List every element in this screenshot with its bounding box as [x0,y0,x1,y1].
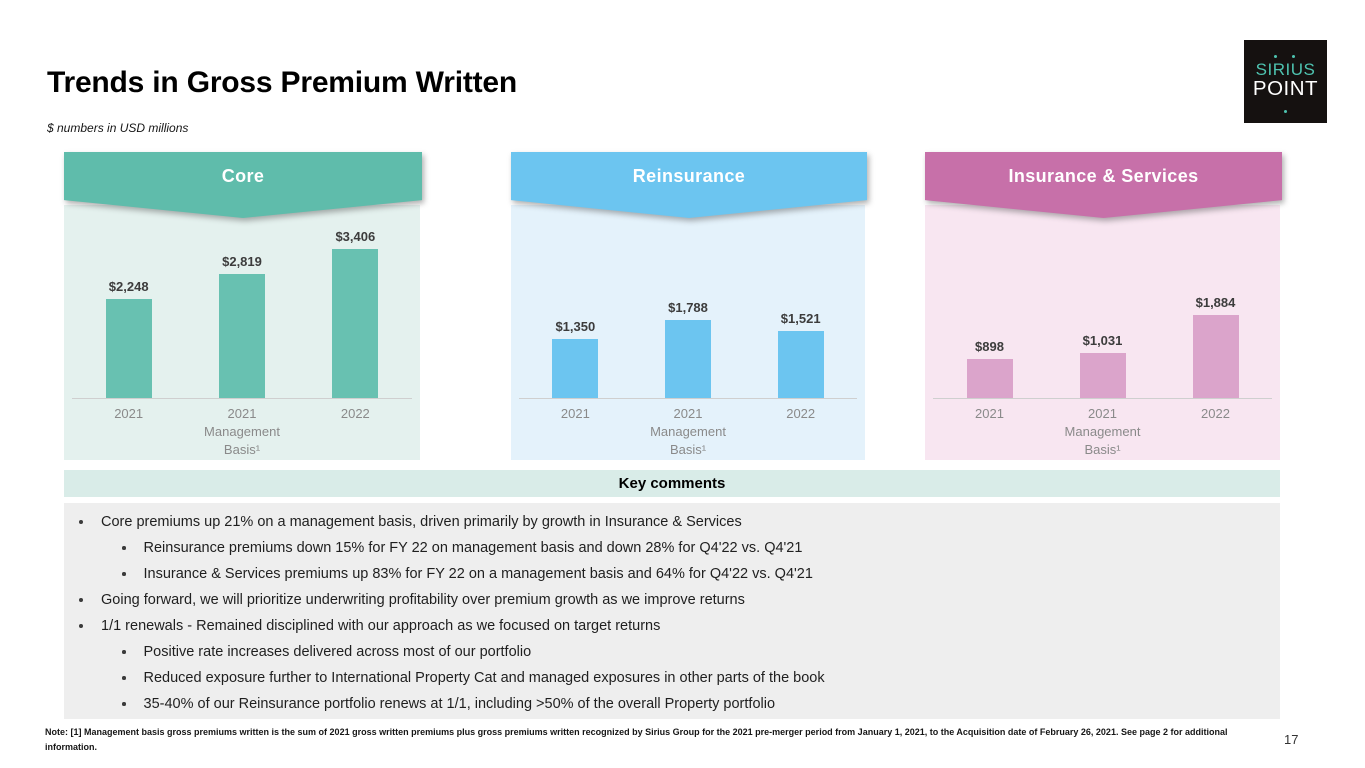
x-axis-tick-label: 2021 [114,406,144,421]
bar-value-label: $3,406 [335,229,376,244]
x-axis-tick-label: 2021 [560,406,590,421]
comment-text: 35-40% of our Reinsurance portfolio rene… [143,696,776,712]
x-axis-tick-label: 2021 Management Basis¹ [204,406,280,458]
bullet-icon [122,702,126,706]
logo-text-sirius: SIRIUS [1255,60,1316,79]
comment-bullet-row: Going forward, we will prioritize underw… [64,587,1280,613]
chart-bar-group: $3,406 [299,229,412,398]
bar [1192,315,1239,398]
comment-text: Positive rate increases delivered across… [143,644,532,660]
chart-bar-group: $1,884 [1159,295,1272,398]
chart-bar-group: $1,521 [744,311,857,398]
bullet-icon [79,598,83,602]
key-comments-box: Core premiums up 21% on a management bas… [64,503,1280,719]
bar [105,299,152,398]
chart-banner: Reinsurance [511,152,867,218]
comment-bullet-row: Reinsurance premiums down 15% for FY 22 … [64,535,1280,561]
comment-bullet-row: Core premiums up 21% on a management bas… [64,509,1280,535]
page-subtitle: $ numbers in USD millions [47,121,189,135]
bar [966,359,1013,398]
logo-star-icon [1274,55,1277,58]
bar-value-label: $2,819 [222,254,262,269]
bar [552,339,599,398]
chart-bars-area: $2,248 $2,819 $3,406 [72,152,412,398]
comment-bullet-row: Positive rate increases delivered across… [64,639,1280,665]
chart-banner: Core [64,152,422,218]
chart-bar-group: $1,031 [1046,333,1159,398]
bar-value-label: $898 [975,339,1004,354]
chart-bars-area: $898 $1,031 $1,884 [933,152,1272,398]
comment-bullet-row: 1/1 renewals - Remained disciplined with… [64,613,1280,639]
chart-title: Core [221,166,265,186]
bullet-icon [122,676,126,680]
key-comments-title: Key comments [618,475,726,492]
bar-value-label: $1,031 [1082,333,1123,348]
chart-banner: Insurance & Services [925,152,1282,218]
chart-bar-group: $898 [933,339,1046,398]
chart-bar-group: $1,350 [519,319,632,398]
comment-text: Insurance & Services premiums up 83% for… [143,566,813,582]
x-axis-line [933,398,1272,399]
comment-text: Going forward, we will prioritize underw… [101,592,745,608]
bar [777,331,824,398]
chart-bar-group: $2,248 [72,279,185,398]
comment-text: Reinsurance premiums down 15% for FY 22 … [143,540,803,556]
comment-text: 1/1 renewals - Remained disciplined with… [101,618,661,634]
bullet-icon [79,520,83,524]
chart-panel-insurance-services: Insurance & Services $898 $1,031 $1,884 2021… [925,152,1282,460]
footnote: Note: [1] Management basis gross premium… [45,727,1228,752]
chart-bar-group: $1,788 [632,300,745,398]
comment-bullet-row: Insurance & Services premiums up 83% for… [64,561,1280,587]
logo-text-point: POINT [1252,76,1319,100]
bullet-icon [79,624,83,628]
chart-title: Insurance & Services [1008,166,1199,186]
x-axis-line [519,398,857,399]
comment-text: Core premiums up 21% on a management bas… [101,514,742,530]
chart-bars-area: $1,350 $1,788 $1,521 [519,152,857,398]
company-logo: SIRIUS POINT [1244,40,1327,123]
chart-panel-reinsurance: Reinsurance $1,350 $1,788 $1,521 2021 2021 Ma… [511,152,867,460]
x-axis-tick-label: 2021 Management Basis¹ [1064,406,1141,458]
x-axis-tick-label: 2022 [786,406,816,421]
bar-value-label: $1,350 [555,319,596,334]
key-comments-header: Key comments [64,470,1280,497]
chart-title: Reinsurance [632,166,746,186]
bar-value-label: $1,884 [1195,295,1236,310]
chart-panel-core: Core $2,248 $2,819 $3,406 2021 2021 Managemen… [64,152,422,460]
bullet-icon [122,650,126,654]
page-number: 17 [1284,732,1299,747]
bar-value-label: $1,788 [668,300,708,315]
bullet-icon [122,572,126,576]
x-axis-tick-label: 2021 [975,406,1004,421]
x-axis-ticks: 2021 2021 Management Basis¹ 2022 [72,405,412,460]
logo-star-icon [1292,55,1295,58]
x-axis-tick-label: 2021 Management Basis¹ [650,406,726,458]
x-axis-ticks: 2021 2021 Management Basis¹ 2022 [519,405,857,460]
x-axis-ticks: 2021 2021 Management Basis¹ 2022 [933,405,1272,460]
bullet-icon [122,546,126,550]
comment-bullet-row: 35-40% of our Reinsurance portfolio rene… [64,691,1280,717]
page-title: Trends in Gross Premium Written [47,66,518,99]
x-axis-tick-label: 2022 [340,406,370,421]
logo-star-icon [1284,110,1287,113]
x-axis-tick-label: 2022 [1201,406,1230,421]
bar [218,274,265,398]
comment-bullet-row: Reduced exposure further to Internationa… [64,665,1280,691]
bar-value-label: $2,248 [108,279,149,294]
comment-text: Reduced exposure further to Internationa… [143,670,825,686]
bar [1079,353,1126,398]
bar-value-label: $1,521 [780,311,821,326]
bar [332,249,379,398]
bar [665,320,711,398]
x-axis-line [72,398,412,399]
chart-bar-group: $2,819 [185,254,298,398]
